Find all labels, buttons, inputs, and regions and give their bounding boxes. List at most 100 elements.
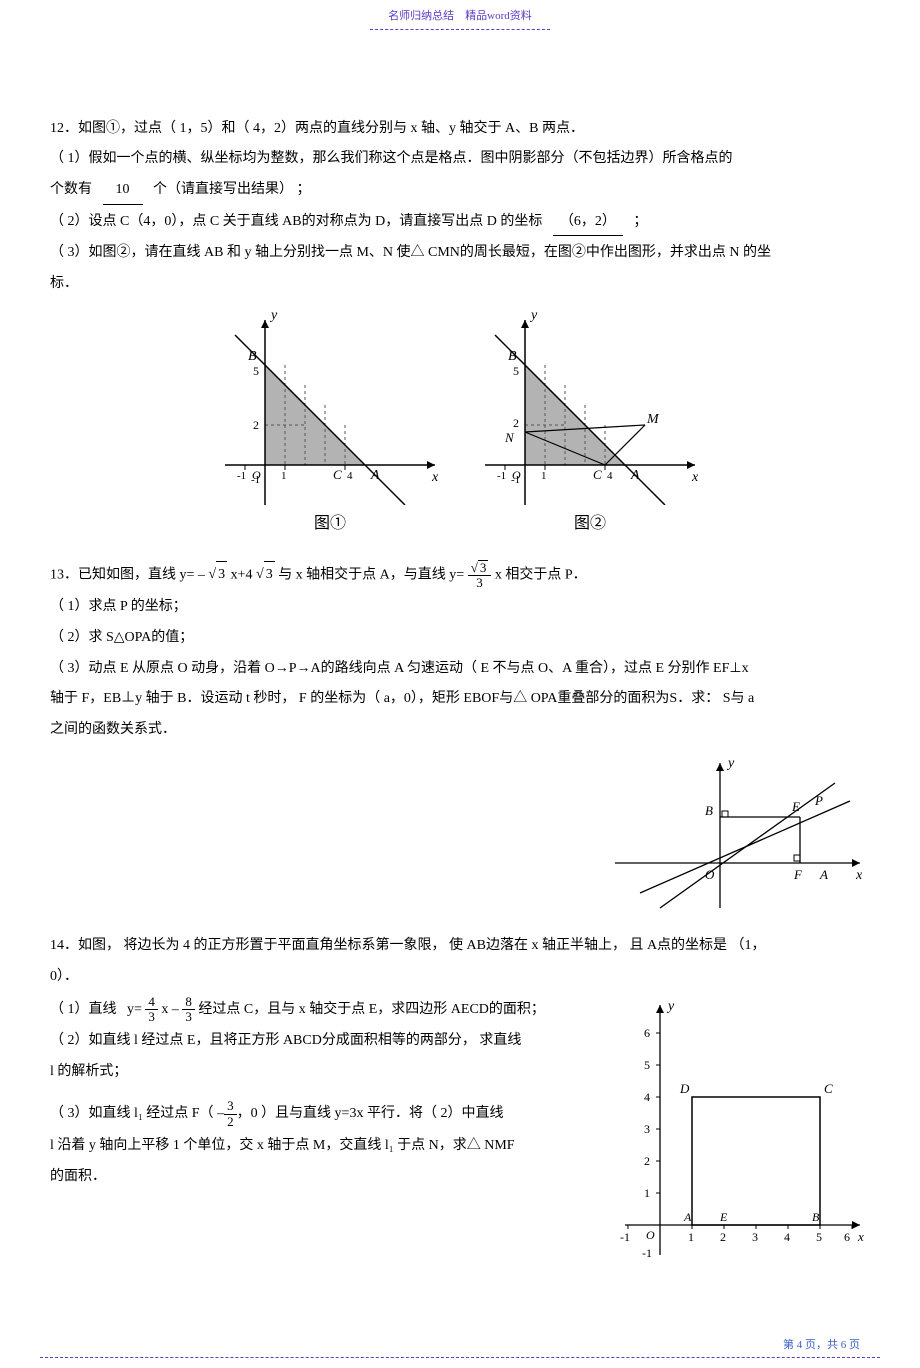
q13-figure: y x O B E P F A (610, 753, 870, 913)
q14-row: （ 1）直线 y= 43 x – 83 经过点 C，且与 x 轴交于点 E，求四… (50, 995, 870, 1265)
svg-text:-1: -1 (237, 470, 246, 482)
q12-p3a: （ 3）如图②，请在直线 AB 和 y 轴上分别找一点 M、N 使△ CMN的周… (50, 240, 870, 267)
q14-text-col: （ 1）直线 y= 43 x – 83 经过点 C，且与 x 轴交于点 E，求四… (50, 995, 602, 1195)
svg-text:y: y (529, 308, 538, 323)
q14-p1b: 经过点 C，且与 x 轴交于点 E，求四边形 AECD的面积； (198, 1002, 545, 1017)
page-footer: 第 4 页，共 6 页 (40, 1335, 880, 1359)
svg-text:y: y (726, 756, 735, 771)
q13-stem-a: 13．已知如图，直线 y= – (50, 567, 205, 582)
q14-p1: （ 1）直线 y= 43 x – 83 经过点 C，且与 x 轴交于点 E，求四… (50, 995, 602, 1025)
svg-text:O: O (512, 468, 521, 482)
q12-blank-2: （6，2） (553, 209, 623, 237)
q12-p1b-post: 个（请直接写出结果） ； (153, 182, 311, 197)
svg-text:E: E (791, 799, 800, 814)
q12-fig2-caption: 图② (475, 509, 705, 539)
svg-text:2: 2 (644, 1154, 650, 1168)
svg-text:A: A (819, 867, 828, 882)
q13-p3c: 之间的函数关系式． (50, 717, 870, 744)
svg-text:A: A (630, 468, 640, 483)
top-header: 名师归纳总结 精品word资料 (370, 6, 550, 30)
q12-figure-2: y x B 5 2 N M -1 -1 O 1 C 4 A 图② (475, 305, 705, 539)
q12-stem: 12．如图①，过点（ 1，5）和（ 4，2）两点的直线分别与 x 轴、y 轴交于… (50, 116, 870, 143)
q12-p1a: （ 1）假如一个点的横、纵坐标均为整数，那么我们称这个点是格点．图中阴影部分（不… (50, 146, 870, 173)
q12-p2-pre: （ 2）设点 C（4，0），点 C 关于直线 AB的对称点为 D，请直接写出点 … (50, 214, 542, 229)
problem-13: 13．已知如图，直线 y= – √3 x+4 √3 与 x 轴相交于点 A，与直… (50, 560, 870, 914)
svg-text:4: 4 (347, 470, 353, 482)
q14-p3d: 的面积． (50, 1164, 602, 1191)
q12-fig1-svg: y x B 5 2 -1 -1 O 1 C 4 A (215, 305, 445, 505)
svg-text:x: x (691, 470, 699, 485)
q14-p3: （ 3）如直线 l₁ 经过点 F（ –32，0 ）且与直线 y=3x 平行．将（… (50, 1099, 602, 1129)
svg-text:D: D (679, 1081, 690, 1096)
svg-text:5: 5 (513, 364, 519, 378)
svg-text:2: 2 (720, 1230, 726, 1244)
q14-stem-b: 0）． (50, 964, 870, 991)
svg-text:4: 4 (784, 1230, 790, 1244)
q12-p2: （ 2）设点 C（4，0），点 C 关于直线 AB的对称点为 D，请直接写出点 … (50, 209, 870, 237)
svg-text:x: x (855, 868, 863, 883)
q12-figure-1: y x B 5 2 -1 -1 O 1 C 4 A 图① (215, 305, 445, 539)
header-right: 精品word资料 (465, 10, 532, 22)
svg-text:y: y (666, 999, 675, 1014)
svg-text:2: 2 (253, 418, 259, 432)
svg-text:x: x (857, 1229, 864, 1244)
svg-text:C: C (824, 1081, 833, 1096)
sqrt3-icon: √3 (256, 567, 275, 582)
q14-frac-3-2: –32，0 (217, 1106, 261, 1121)
svg-text:A: A (370, 468, 380, 483)
sqrt3-icon: √3 (208, 567, 227, 582)
q14-p3a: （ 3）如直线 l₁ 经过点 F（ (50, 1106, 214, 1121)
svg-text:6: 6 (844, 1230, 850, 1244)
svg-text:1: 1 (281, 470, 287, 482)
q14-p2a: （ 2）如直线 l 经过点 E，且将正方形 ABCD分成面积相等的两部分， 求直… (50, 1028, 602, 1055)
q14-p3b: ）且与直线 y=3x 平行．将（ 2）中直线 (261, 1106, 503, 1121)
svg-text:B: B (812, 1210, 820, 1224)
problem-12: 12．如图①，过点（ 1，5）和（ 4，2）两点的直线分别与 x 轴、y 轴交于… (50, 116, 870, 540)
svg-text:3: 3 (644, 1122, 650, 1136)
svg-text:P: P (814, 793, 823, 808)
q13-p1: （ 1）求点 P 的坐标； (50, 594, 870, 621)
svg-text:N: N (504, 430, 515, 445)
svg-text:O: O (252, 468, 261, 482)
header-left: 名师归纳总结 (388, 10, 454, 22)
q13-p3b: 轴于 F，EB⊥y 轴于 B．设运动 t 秒时， F 的坐标为（ a，0），矩形… (50, 686, 870, 713)
svg-text:M: M (646, 412, 660, 427)
q14-p1a: （ 1）直线 (50, 1002, 117, 1017)
footer-text: 第 4 页，共 6 页 (783, 1339, 860, 1351)
page-body: 12．如图①，过点（ 1，5）和（ 4，2）两点的直线分别与 x 轴、y 轴交于… (50, 90, 870, 1295)
problem-14: 14．如图， 将边长为 4 的正方形置于平面直角坐标系第一象限， 使 AB边落在… (50, 933, 870, 1264)
q13-stem: 13．已知如图，直线 y= – √3 x+4 √3 与 x 轴相交于点 A，与直… (50, 560, 870, 591)
svg-text:2: 2 (513, 416, 519, 430)
q12-figures-row: y x B 5 2 -1 -1 O 1 C 4 A 图① (50, 305, 870, 539)
svg-text:y: y (269, 308, 278, 323)
svg-text:5: 5 (253, 364, 259, 378)
svg-text:C: C (333, 467, 342, 482)
svg-text:-1: -1 (620, 1230, 630, 1244)
q13-figure-wrap: y x O B E P F A (50, 753, 870, 913)
svg-text:5: 5 (644, 1058, 650, 1072)
q13-stem-c: 与 x 轴相交于点 A，与直线 y= (278, 567, 464, 582)
svg-text:1: 1 (541, 470, 547, 482)
q12-blank-1: 10 (103, 177, 143, 205)
q14-p3c: l 沿着 y 轴向上平移 1 个单位，交 x 轴于点 M，交直线 l₁ 于点 N… (50, 1133, 602, 1160)
svg-text:4: 4 (644, 1090, 650, 1104)
q14-p2b: l 的解析式； (50, 1059, 602, 1086)
svg-text:3: 3 (752, 1230, 758, 1244)
svg-text:1: 1 (644, 1186, 650, 1200)
svg-text:5: 5 (816, 1230, 822, 1244)
q13-p3a: （ 3）动点 E 从原点 O 动身，沿着 O→P→A的路线向点 A 匀速运动（ … (50, 656, 870, 683)
svg-text:1: 1 (688, 1230, 694, 1244)
q12-p3b: 标． (50, 271, 870, 298)
svg-text:-1: -1 (497, 470, 506, 482)
q12-p1b: 个数有 10 个（请直接写出结果） ； (50, 177, 870, 205)
q13-stem-b: x+4 (231, 567, 253, 582)
svg-text:A: A (683, 1210, 692, 1224)
q13-p2: （ 2）求 S△OPA的值； (50, 625, 870, 652)
q12-p2-post: ； (633, 214, 647, 229)
q13-stem-d: x 相交于点 P． (495, 567, 587, 582)
q12-fig2-svg: y x B 5 2 N M -1 -1 O 1 C 4 A (475, 305, 705, 505)
svg-text:B: B (508, 349, 517, 364)
q14-stem-a: 14．如图， 将边长为 4 的正方形置于平面直角坐标系第一象限， 使 AB边落在… (50, 933, 870, 960)
svg-text:F: F (793, 867, 803, 882)
frac-sqrt3-3: √3 3 (468, 560, 492, 591)
